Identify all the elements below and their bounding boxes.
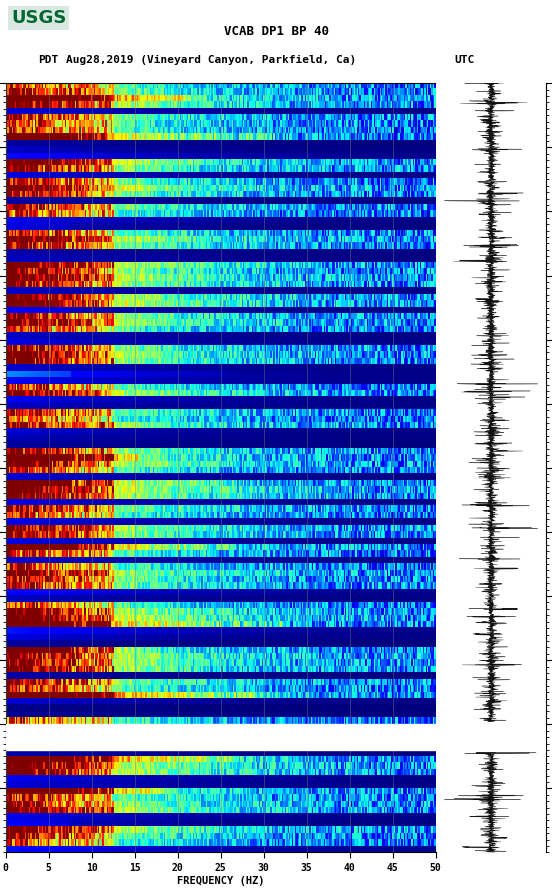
Text: USGS: USGS xyxy=(11,9,66,27)
Text: UTC: UTC xyxy=(454,55,475,65)
Bar xyxy=(6,724,436,750)
Bar xyxy=(436,724,546,750)
Text: Aug28,2019 (Vineyard Canyon, Parkfield, Ca): Aug28,2019 (Vineyard Canyon, Parkfield, … xyxy=(66,55,356,65)
X-axis label: FREQUENCY (HZ): FREQUENCY (HZ) xyxy=(177,876,264,886)
Text: VCAB DP1 BP 40: VCAB DP1 BP 40 xyxy=(224,25,328,38)
Text: PDT: PDT xyxy=(38,55,58,65)
